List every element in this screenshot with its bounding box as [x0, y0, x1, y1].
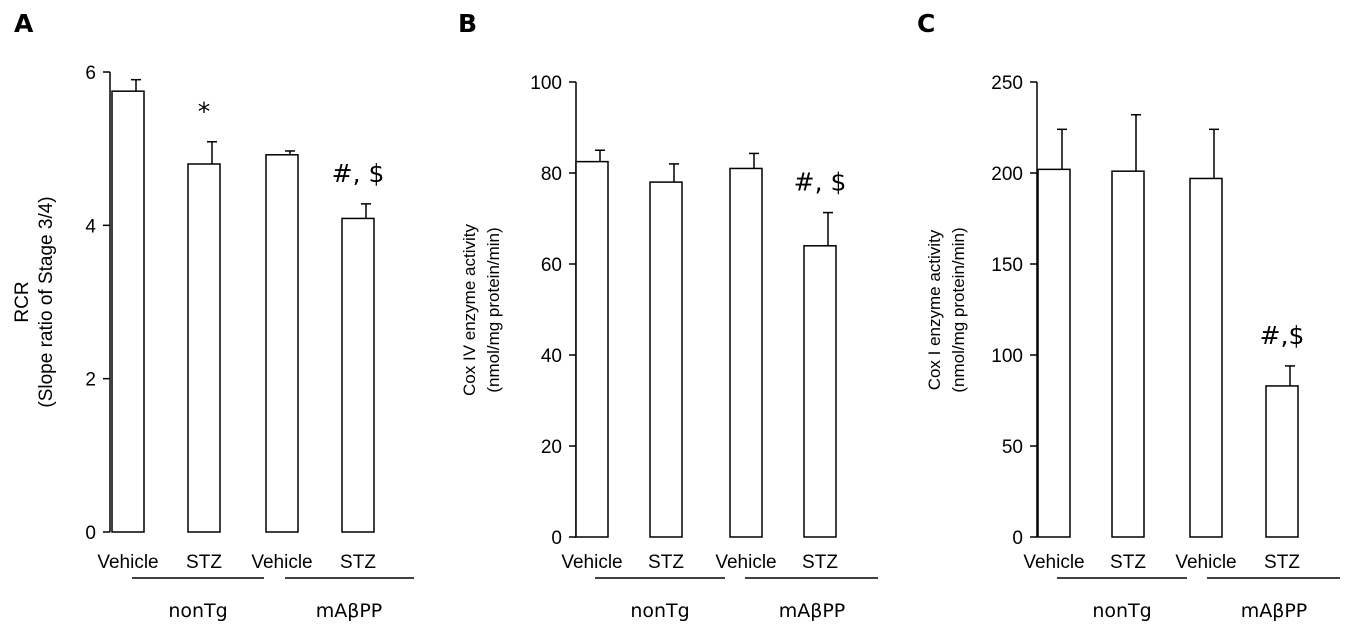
panel-a: A RCR (Slope ratio of Stage 3/4) nonTg m… [12, 9, 414, 622]
bar [1265, 385, 1299, 538]
y-tick-label: 40 [541, 346, 562, 367]
panel-letter: C [917, 9, 935, 38]
y-axis-title-line2: (Slope ratio of Stage 3/4) [36, 196, 57, 407]
category-label: Vehicle [97, 552, 158, 573]
y-tick-label: 100 [530, 73, 562, 94]
significance-marker: #,$ [1260, 321, 1305, 350]
bar [265, 154, 299, 533]
bar [1037, 168, 1071, 538]
y-tick-label: 0 [85, 523, 96, 544]
category-label: STZ [1264, 552, 1300, 573]
category-label: Vehicle [561, 552, 622, 573]
significance-marker: #, $ [794, 168, 847, 197]
y-tick-label: 250 [991, 73, 1023, 94]
y-axis-title-line2: (nmol/mg protein/min) [949, 227, 968, 392]
y-tick-label: 4 [85, 216, 96, 237]
bar [1189, 177, 1223, 538]
bar [1111, 170, 1145, 538]
y-tick-label: 2 [85, 370, 96, 391]
y-tick-label: 60 [541, 255, 562, 276]
y-axis-title-line1: Cox IV enzyme activity [460, 224, 479, 396]
y-tick-label: 0 [1012, 528, 1023, 549]
y-axis-title-line2: (nmol/mg protein/min) [484, 227, 503, 392]
bar [187, 163, 221, 533]
category-label: Vehicle [1023, 552, 1084, 573]
significance-marker: * [198, 97, 211, 126]
panel-b: B Cox IV enzyme activity (nmol/mg protei… [458, 9, 878, 622]
category-label: STZ [802, 552, 838, 573]
bar [111, 90, 145, 533]
category-label: STZ [1110, 552, 1146, 573]
panel-letter: A [14, 9, 34, 38]
group-label-nontg: nonTg [630, 600, 689, 622]
y-tick-label: 80 [541, 164, 562, 185]
bar [803, 245, 837, 538]
group-label-mabpp: mAβPP [316, 600, 383, 622]
bar [729, 167, 763, 538]
y-tick-label: 0 [551, 528, 562, 549]
bar [649, 181, 683, 538]
significance-marker: #, $ [332, 159, 385, 188]
y-tick-label: 20 [541, 437, 562, 458]
category-label: Vehicle [1175, 552, 1236, 573]
category-label: Vehicle [251, 552, 312, 573]
category-label: STZ [648, 552, 684, 573]
group-label-mabpp: mAβPP [1241, 600, 1308, 622]
group-label-mabpp: mAβPP [779, 600, 846, 622]
panel-c: C Cox I enzyme activity (nmol/mg protein… [917, 9, 1340, 622]
group-label-nontg: nonTg [168, 600, 227, 622]
y-tick-label: 6 [85, 63, 96, 84]
category-label: STZ [186, 552, 222, 573]
y-tick-label: 150 [991, 255, 1023, 276]
y-tick-label: 50 [1002, 437, 1023, 458]
bar [575, 160, 609, 538]
group-label-nontg: nonTg [1092, 600, 1151, 622]
y-axis-title-line1: RCR [12, 281, 33, 322]
category-label: Vehicle [715, 552, 776, 573]
panel-letter: B [458, 9, 477, 38]
bar [341, 217, 375, 533]
y-tick-label: 100 [991, 346, 1023, 367]
y-tick-label: 200 [991, 164, 1023, 185]
y-axis-title-line1: Cox I enzyme activity [925, 229, 944, 390]
category-label: STZ [340, 552, 376, 573]
